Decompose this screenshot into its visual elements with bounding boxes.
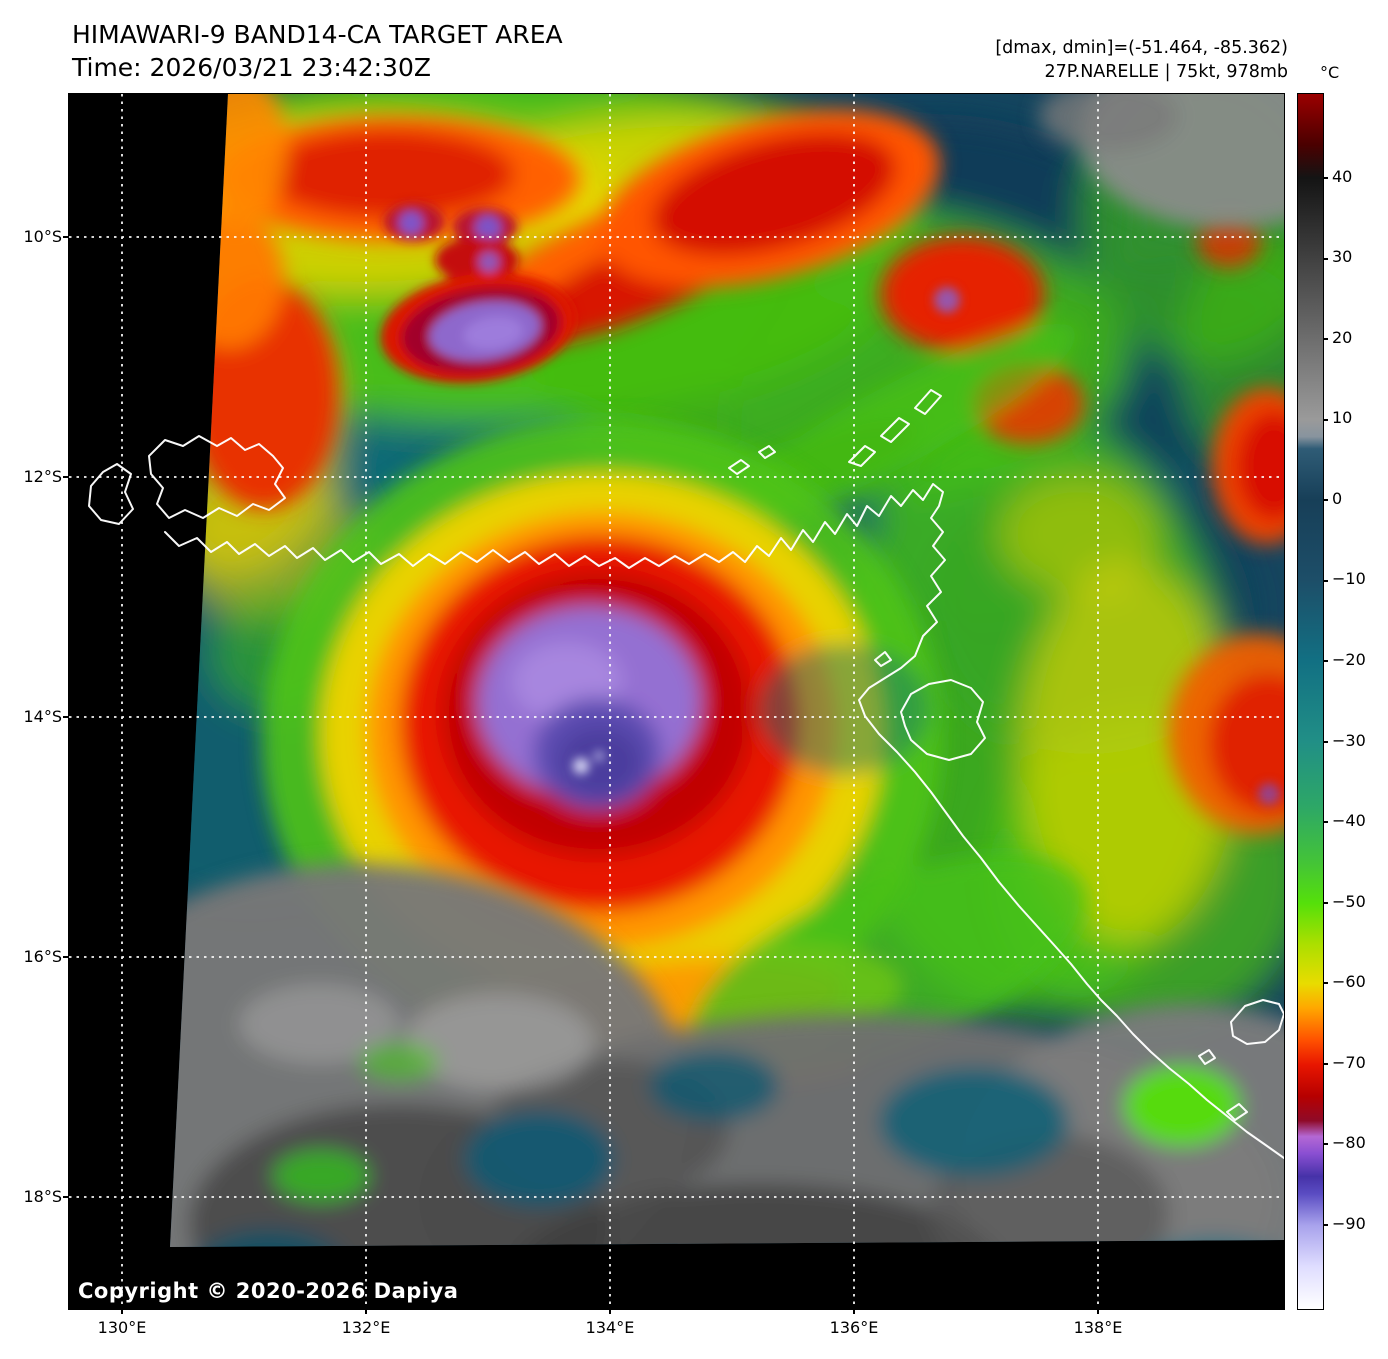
lat-label-10s: 10°S (23, 227, 62, 246)
lon-label-134e: 134°E (585, 1318, 635, 1337)
ir-cloud-field (170, 94, 1284, 1247)
lat-tickmark (63, 1196, 68, 1198)
figure-title-block: HIMAWARI-9 BAND14-CA TARGET AREA Time: 20… (72, 18, 563, 84)
temperature-colorbar (1297, 93, 1324, 1310)
colorbar-tick-n30: −30 (1332, 731, 1366, 750)
lat-label-16s: 16°S (23, 947, 62, 966)
lat-tickmark (63, 956, 68, 958)
copyright-watermark: Copyright © 2020-2026 Dapiya (78, 1279, 459, 1303)
lon-tickmark (853, 1309, 855, 1314)
colorbar-tick-n20: −20 (1332, 650, 1366, 669)
figure-annotations: [dmax, dmin]=(-51.464, -85.362) 27P.NAREL… (995, 36, 1288, 84)
map-axes (68, 93, 1285, 1310)
lon-label-130e: 130°E (97, 1318, 147, 1337)
lon-label-138e: 138°E (1073, 1318, 1123, 1337)
lat-tickmark (63, 476, 68, 478)
satellite-image (69, 94, 1284, 1309)
colorbar-tick-10: 10 (1332, 408, 1353, 427)
lat-tickmark (63, 236, 68, 238)
lon-tickmark (121, 1309, 123, 1314)
colorbar-tickmark (1323, 902, 1328, 904)
colorbar-tick-n70: −70 (1332, 1053, 1366, 1072)
colorbar-tickmark (1323, 338, 1328, 340)
lat-label-12s: 12°S (23, 467, 62, 486)
lat-tickmark (63, 716, 68, 718)
colorbar-tickmark (1323, 1063, 1328, 1065)
colorbar-tick-n40: −40 (1332, 811, 1366, 830)
lon-tickmark (609, 1309, 611, 1314)
colorbar-tick-n90: −90 (1332, 1214, 1366, 1233)
colorbar-tickmark (1323, 982, 1328, 984)
colorbar-unit-label: °C (1320, 63, 1340, 82)
product-title: HIMAWARI-9 BAND14-CA TARGET AREA (72, 20, 563, 49)
lat-label-18s: 18°S (23, 1187, 62, 1206)
colorbar-tick-n50: −50 (1332, 892, 1366, 911)
colorbar-tick-40: 40 (1332, 167, 1353, 186)
colorbar-tickmark (1323, 741, 1328, 743)
lon-tickmark (1097, 1309, 1099, 1314)
colorbar-tickmark (1323, 1143, 1328, 1145)
colorbar-tickmark (1323, 258, 1328, 260)
colorbar-tick-n10: −10 (1332, 569, 1366, 588)
colorbar-tick-n60: −60 (1332, 972, 1366, 991)
colorbar-tick-20: 20 (1332, 328, 1353, 347)
colorbar-tickmark (1323, 1224, 1328, 1226)
storm-info: 27P.NARELLE | 75kt, 978mb (1044, 62, 1288, 82)
lat-label-14s: 14°S (23, 707, 62, 726)
coastline (88, 389, 1284, 1159)
colorbar-tickmark (1323, 660, 1328, 662)
colorbar-tickmark (1323, 419, 1328, 421)
colorbar-tickmark (1323, 580, 1328, 582)
lon-tickmark (365, 1309, 367, 1314)
colorbar-tickmark (1323, 821, 1328, 823)
colorbar-tick-n80: −80 (1332, 1133, 1366, 1152)
timestamp: Time: 2026/03/21 23:42:30Z (72, 53, 431, 82)
colorbar-tickmark (1323, 177, 1328, 179)
dmax-dmin-stats: [dmax, dmin]=(-51.464, -85.362) (995, 38, 1288, 58)
colorbar-tickmark (1323, 499, 1328, 501)
latlon-grid (69, 94, 1284, 1309)
lon-label-136e: 136°E (829, 1318, 879, 1337)
colorbar-tick-0: 0 (1332, 489, 1343, 508)
colorbar-tick-30: 30 (1332, 247, 1353, 266)
lon-label-132e: 132°E (341, 1318, 391, 1337)
